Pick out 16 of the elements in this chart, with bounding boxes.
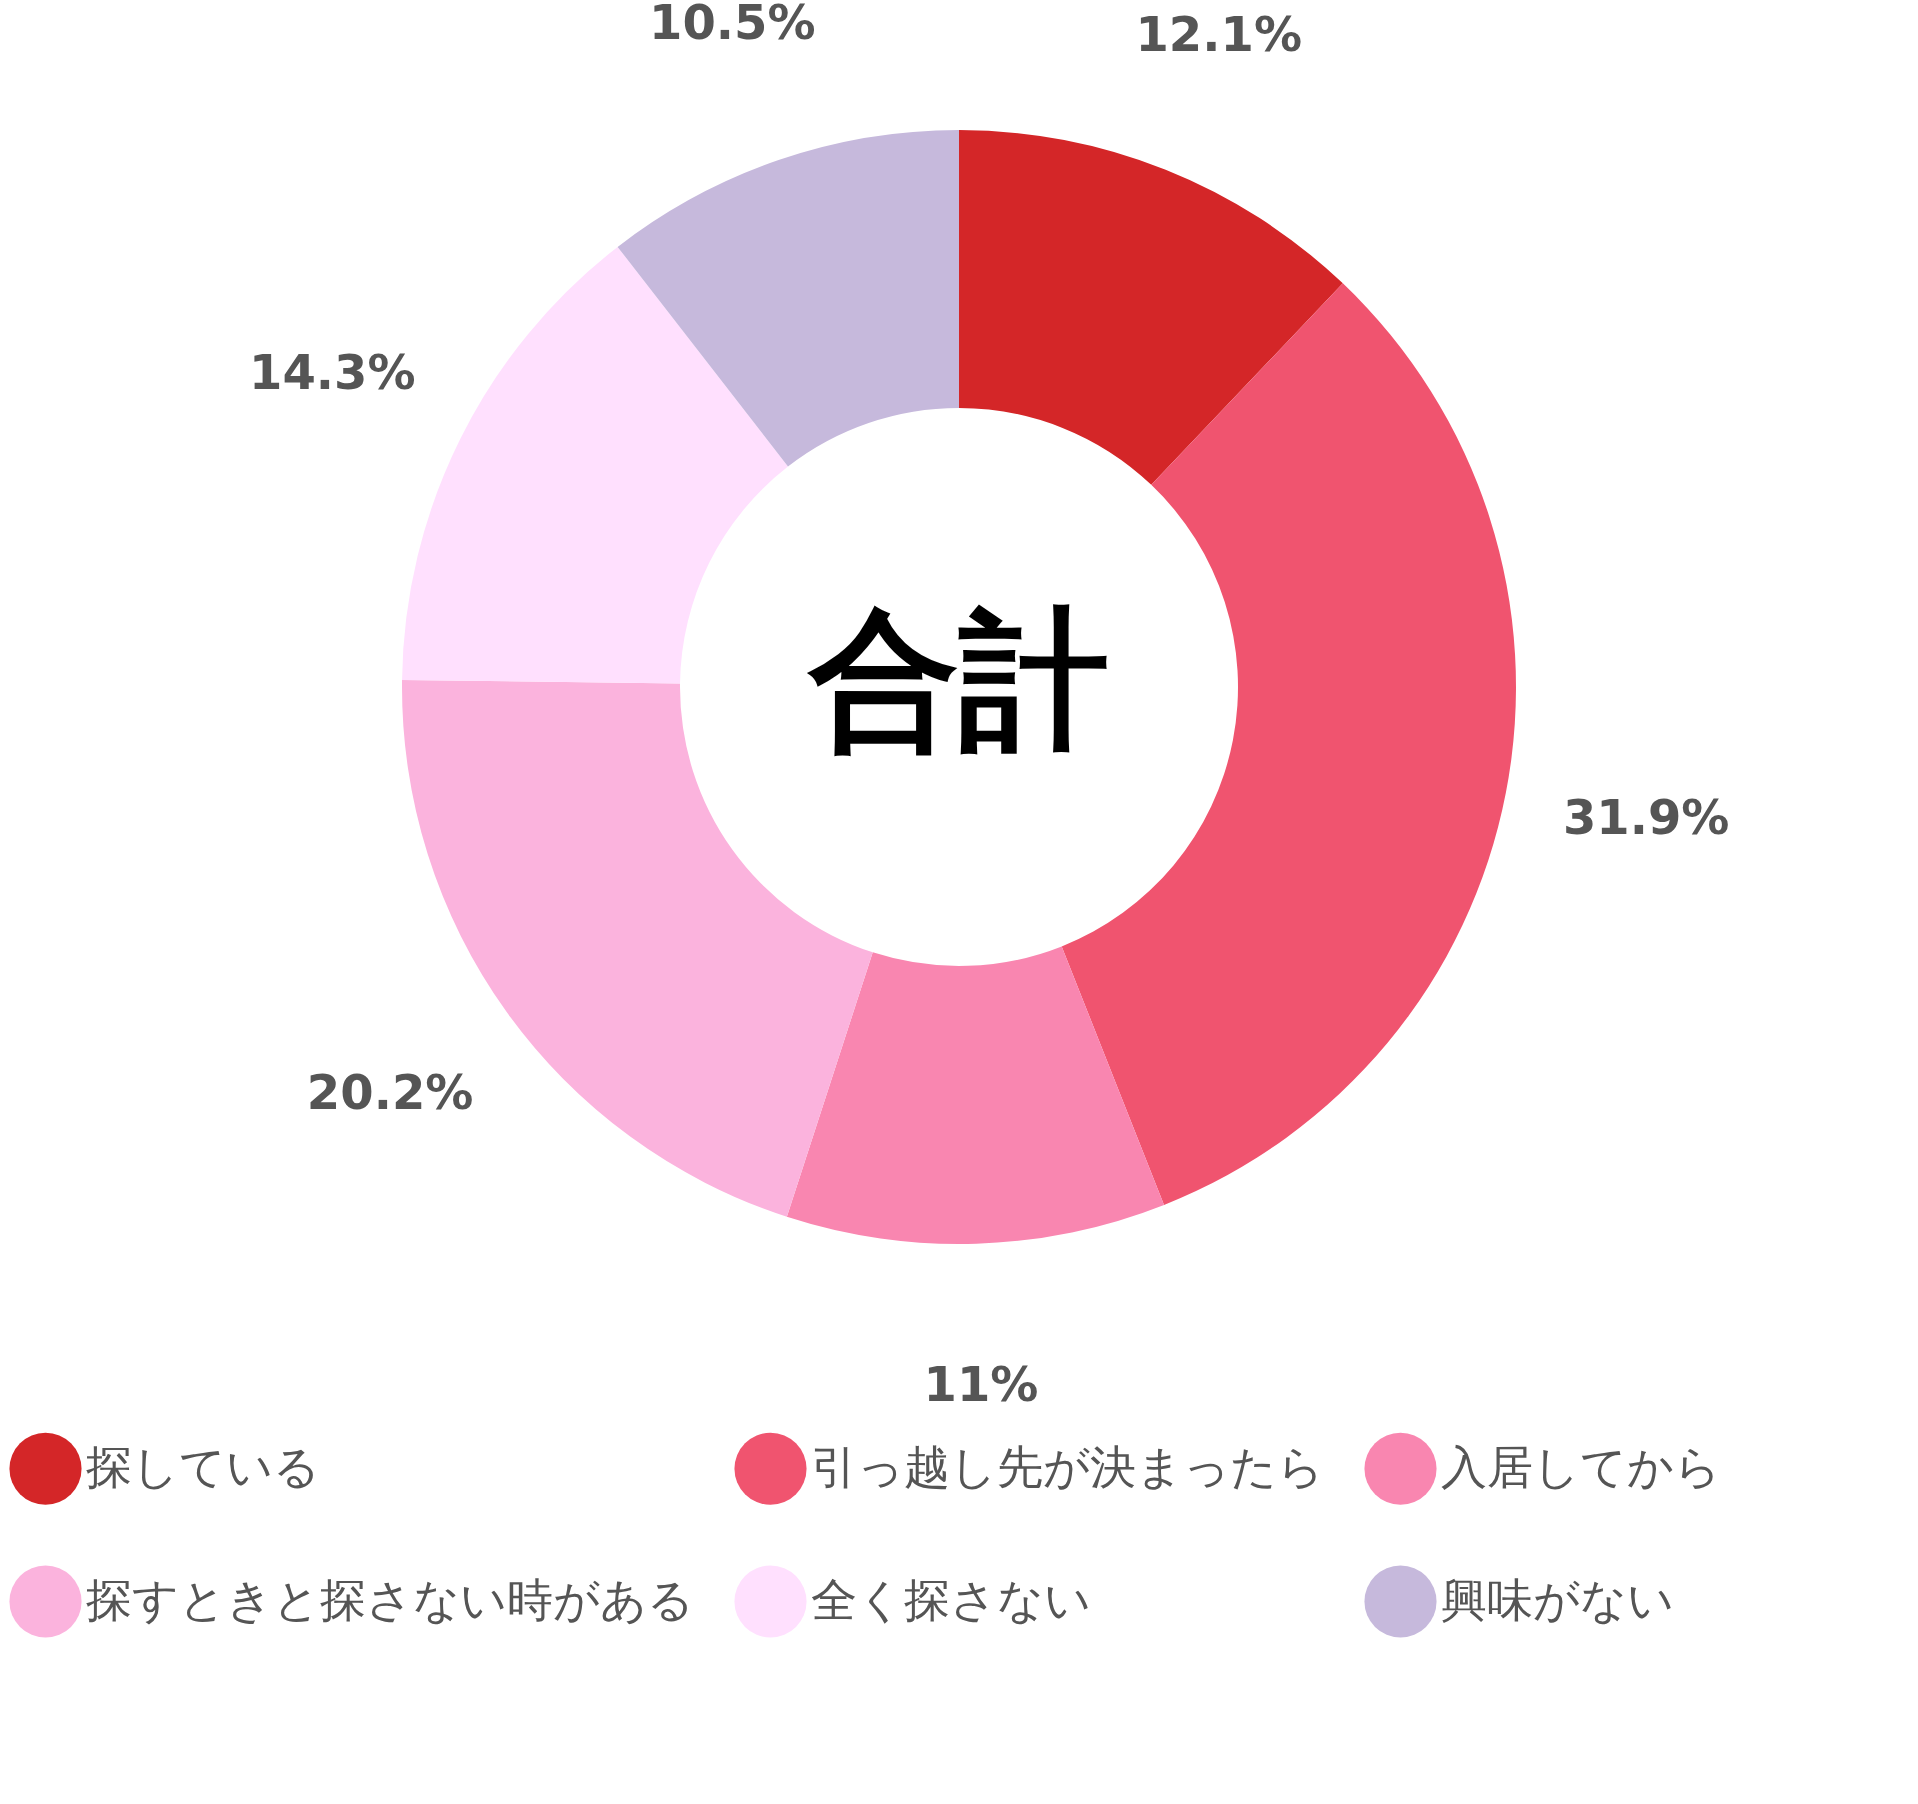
data-label: 20.2% [306,1063,474,1120]
data-label: 14.3% [249,344,416,401]
data-label: 31.9% [1562,789,1730,846]
donut-slice [786,946,1165,1244]
data-label: 11% [923,1355,1039,1412]
donut-slice [617,130,959,467]
text: 合計 [806,593,1109,767]
data-label: 10.5% [648,0,816,50]
legend-label: 引っ越し先が決まったら [811,1439,1324,1494]
legend-label: 全く探さない [811,1572,1091,1627]
legend-label: 探すときと探さない時がある [86,1572,694,1627]
data-label: 12.1% [1135,5,1302,62]
legend-label: 興味がない [1441,1572,1674,1627]
legend-label: 入居してから [1441,1439,1721,1494]
legend-label: 探している [86,1439,320,1494]
donut-slice [959,130,1343,485]
